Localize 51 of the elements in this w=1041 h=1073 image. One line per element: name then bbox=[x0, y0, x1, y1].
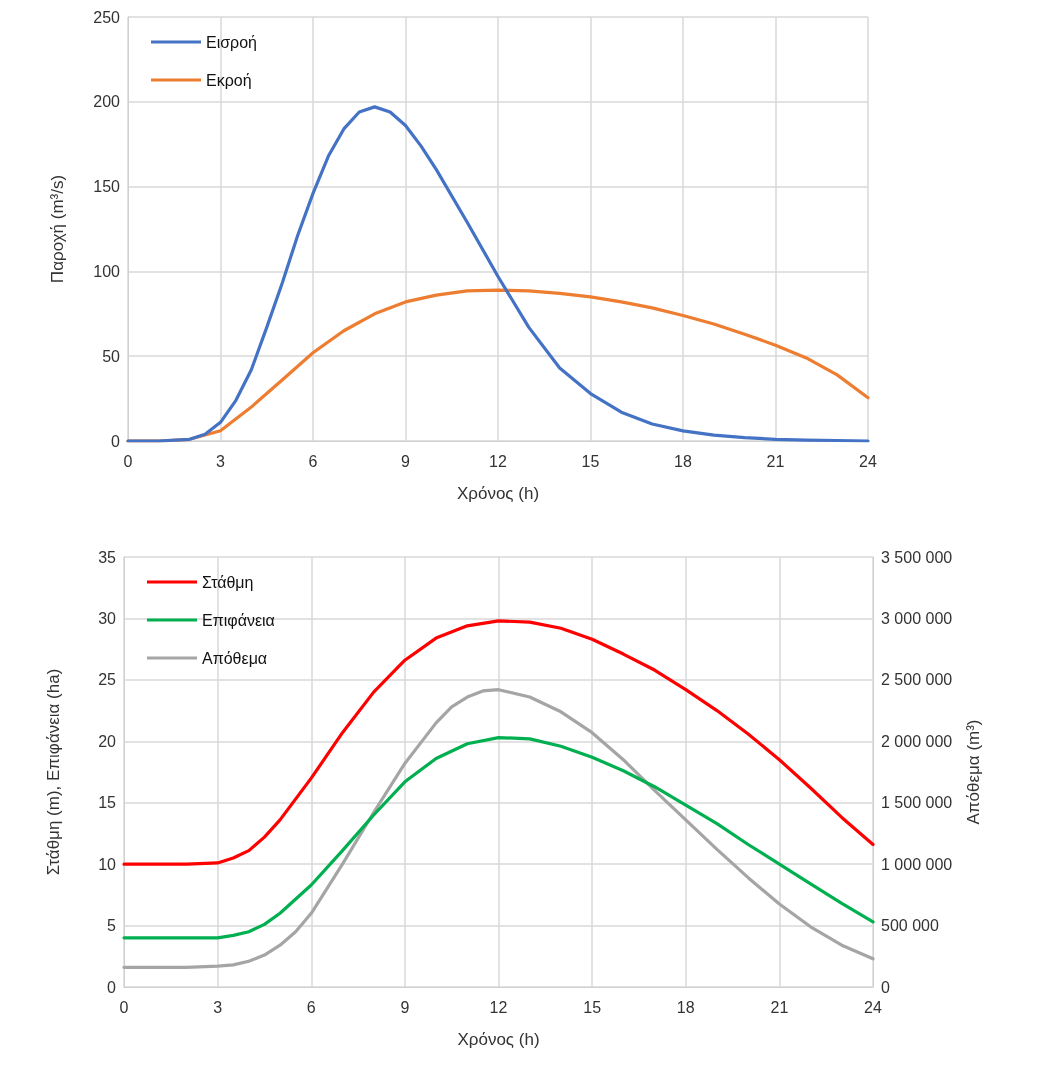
y2-tick-label: 500 000 bbox=[881, 917, 939, 935]
legend-label: Απόθεμα bbox=[202, 649, 268, 667]
y-tick-label: 150 bbox=[93, 178, 121, 196]
y-tick-label: 10 bbox=[98, 855, 117, 873]
x-tick-label: 12 bbox=[489, 998, 508, 1016]
y-tick-label: 200 bbox=[93, 93, 121, 111]
x-tick-label: 9 bbox=[401, 452, 411, 470]
legend-label: Επιφάνεια bbox=[202, 611, 275, 629]
y-tick-label: 20 bbox=[98, 732, 117, 750]
y2-tick-label: 3 500 000 bbox=[881, 548, 953, 566]
legend-label: Εισροή bbox=[206, 33, 257, 51]
y2-tick-label: 0 bbox=[881, 978, 890, 996]
y2-tick-label: 1 000 000 bbox=[881, 855, 953, 873]
y2-tick-label: 3 000 000 bbox=[881, 609, 953, 627]
line-series bbox=[122, 736, 875, 940]
y-tick-label: 100 bbox=[93, 262, 121, 280]
x-tick-label: 6 bbox=[306, 998, 316, 1016]
x-tick-label: 21 bbox=[770, 998, 789, 1016]
x-tick-label: 3 bbox=[213, 998, 223, 1016]
y-tick-label: 15 bbox=[98, 794, 117, 812]
y-axis-title: Στάθμη (m), Επιφάνεια (ha) bbox=[44, 668, 63, 876]
x-tick-label: 0 bbox=[123, 452, 133, 470]
legend-label: Στάθμη bbox=[202, 573, 254, 591]
x-tick-label: 18 bbox=[674, 452, 692, 470]
y-axis-title: Παροχή (m³/s) bbox=[48, 174, 67, 284]
x-tick-label: 18 bbox=[676, 998, 695, 1016]
x-tick-label: 15 bbox=[581, 452, 600, 470]
x-tick-label: 12 bbox=[489, 452, 507, 470]
y-tick-label: 25 bbox=[98, 671, 117, 689]
y-tick-label: 5 bbox=[107, 917, 117, 935]
x-tick-label: 6 bbox=[308, 452, 318, 470]
x-tick-label: 9 bbox=[400, 998, 410, 1016]
x-axis-title: Χρόνος (h) bbox=[456, 484, 540, 503]
legend-label: Εκροή bbox=[206, 71, 252, 89]
y2-tick-label: 2 500 000 bbox=[881, 671, 953, 689]
x-tick-label: 21 bbox=[766, 452, 785, 470]
y-tick-label: 0 bbox=[107, 978, 117, 996]
y-tick-label: 35 bbox=[98, 548, 117, 566]
y-tick-label: 0 bbox=[111, 432, 121, 450]
y2-tick-label: 2 000 000 bbox=[881, 732, 953, 750]
x-tick-label: 15 bbox=[583, 998, 602, 1016]
x-axis-title: Χρόνος (h) bbox=[457, 1030, 540, 1049]
y-tick-label: 30 bbox=[98, 609, 117, 627]
y2-tick-label: 1 500 000 bbox=[881, 794, 953, 812]
x-tick-label: 24 bbox=[859, 452, 877, 470]
y2-axis-title: Απόθεμα (m³) bbox=[964, 719, 983, 825]
y-tick-label: 250 bbox=[93, 8, 121, 26]
line-series bbox=[122, 688, 875, 969]
y-tick-label: 50 bbox=[102, 347, 121, 365]
x-tick-label: 24 bbox=[864, 998, 882, 1016]
x-tick-label: 3 bbox=[216, 452, 226, 470]
